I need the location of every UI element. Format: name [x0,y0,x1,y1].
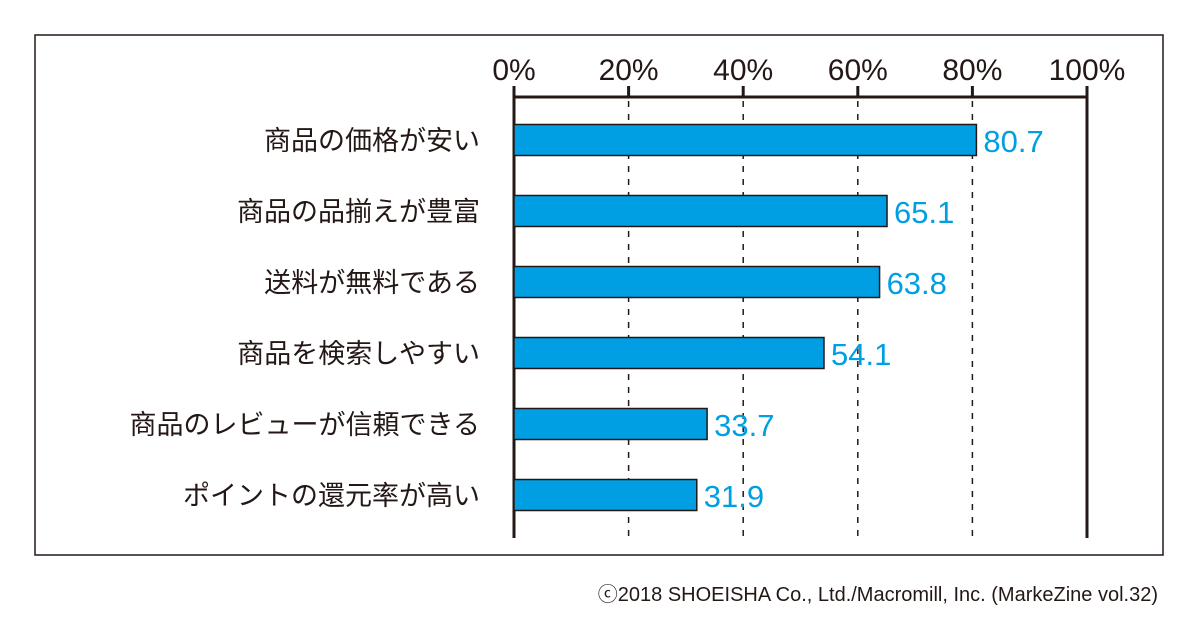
bar [513,265,881,299]
bar [513,123,978,157]
bar [513,336,825,370]
value-label: 31.9 [704,479,764,514]
x-tick-label: 0% [492,54,535,87]
bar [513,194,888,228]
x-tick-label: 80% [942,54,1002,87]
category-label: 送料が無料である [264,268,480,299]
category-label: ポイントの還元率が高い [183,481,480,512]
x-tick-label: 100% [1049,54,1126,87]
value-label: 63.8 [887,266,947,301]
category-label: 商品の品揃えが豊富 [237,197,480,228]
x-tick-label: 20% [599,54,659,87]
bar [513,478,698,512]
bar [513,407,708,441]
copyright-caption: ⓒ2018 SHOEISHA Co., Ltd./Macromill, Inc.… [597,584,1158,606]
x-tick-label: 40% [713,54,773,87]
x-tick-label: 60% [828,54,888,87]
chart-frame [34,34,1164,556]
value-label: 54.1 [831,337,891,372]
category-label: 商品のレビューが信頼できる [130,410,480,441]
category-label: 商品の価格が安い [264,126,480,157]
value-label: 33.7 [714,408,774,443]
value-label: 80.7 [983,124,1043,159]
category-label: 商品を検索しやすい [237,339,480,370]
value-label: 65.1 [894,195,954,230]
